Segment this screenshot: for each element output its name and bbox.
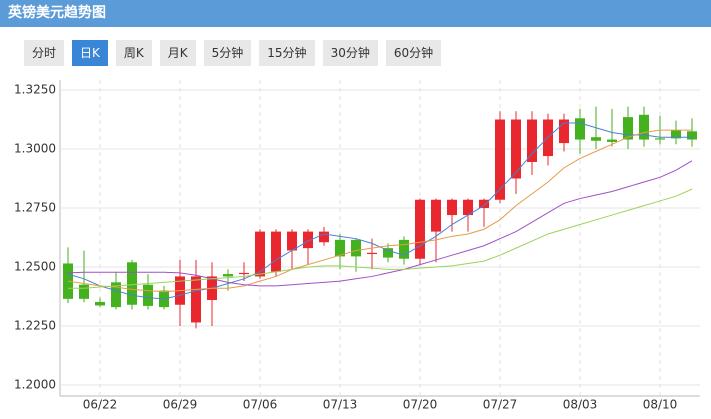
candle-body (479, 199, 489, 208)
period-tab[interactable]: 15分钟 (259, 40, 315, 66)
candle-body (447, 199, 457, 216)
candle-body (383, 248, 393, 258)
moving-average-line (68, 188, 693, 289)
candle-body (255, 231, 265, 277)
candle-body (351, 239, 361, 257)
candle-body (591, 137, 601, 141)
candle-body (63, 263, 73, 299)
period-tab[interactable]: 60分钟 (385, 40, 442, 66)
candle-body (607, 139, 617, 142)
period-tab[interactable]: 分时 (24, 40, 65, 66)
candle-body (623, 117, 633, 140)
candle-body (463, 199, 473, 216)
x-tick-label: 06/22 (83, 398, 118, 412)
candle-body (239, 272, 249, 275)
period-tab[interactable]: 月K (159, 40, 196, 66)
candle-body (111, 282, 121, 308)
candle-body (495, 119, 505, 200)
y-tick-label: 1.2250 (14, 319, 56, 333)
x-tick-label: 07/20 (403, 398, 438, 412)
header: 英镑美元趋势图 (0, 0, 711, 27)
x-tick-label: 07/06 (243, 398, 278, 412)
candle-body (335, 239, 345, 257)
candle-body (575, 118, 585, 140)
candle-body (415, 199, 425, 259)
candle-body (287, 231, 297, 251)
candle-body (79, 284, 89, 299)
candle-body (143, 284, 153, 306)
candle-body (271, 231, 281, 272)
candle-body (527, 119, 537, 162)
candle-body (639, 114, 649, 140)
candle-body (191, 276, 201, 323)
candle-body (367, 252, 377, 255)
candle-body (687, 131, 697, 140)
x-tick-label: 08/03 (563, 398, 598, 412)
candle-body (511, 119, 521, 179)
period-tab[interactable]: 5分钟 (203, 40, 252, 66)
y-tick-label: 1.3250 (14, 83, 56, 97)
candle-body (399, 239, 409, 259)
candle-body (559, 119, 569, 144)
candle-body (431, 199, 441, 232)
period-tab[interactable]: 周K (115, 40, 152, 66)
moving-average-line (67, 160, 693, 287)
x-tick-label: 06/29 (163, 398, 198, 412)
x-tick-label: 08/10 (643, 398, 678, 412)
y-tick-label: 1.3000 (14, 142, 56, 156)
period-tab[interactable]: 日K (72, 40, 108, 66)
y-tick-label: 1.2500 (14, 260, 56, 274)
x-tick-label: 07/13 (323, 398, 358, 412)
x-tick-label: 07/27 (483, 398, 518, 412)
tab-bar: 分时 日K 周K 月K 5分钟 15分钟 30分钟 60分钟 (24, 40, 442, 66)
candle-body (319, 231, 329, 243)
candle-body (127, 262, 137, 305)
candle-body (223, 274, 233, 277)
candle-body (655, 138, 665, 140)
y-tick-label: 1.2750 (14, 201, 56, 215)
candle-body (303, 231, 313, 249)
y-tick-label: 1.2000 (14, 378, 56, 392)
moving-average-line (67, 129, 692, 293)
candle-body (95, 301, 105, 306)
period-tab[interactable]: 30分钟 (322, 40, 378, 66)
candle-body (671, 130, 681, 139)
